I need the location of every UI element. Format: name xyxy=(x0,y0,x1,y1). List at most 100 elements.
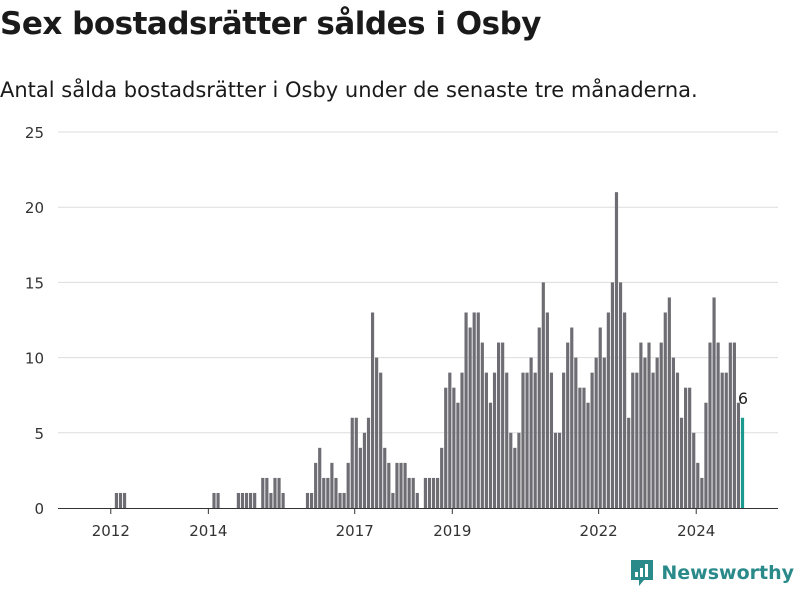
bar xyxy=(537,327,541,508)
chart-title: Sex bostadsrätter såldes i Osby xyxy=(0,6,542,42)
bar xyxy=(395,462,399,508)
bars xyxy=(114,192,745,508)
bar xyxy=(647,342,651,508)
bar xyxy=(732,342,736,508)
bar xyxy=(570,327,574,508)
bar xyxy=(403,462,407,508)
bar xyxy=(712,297,716,508)
bar xyxy=(244,492,249,508)
bar xyxy=(354,417,358,508)
bar xyxy=(716,342,720,508)
x-tick-label: 2024 xyxy=(677,522,715,540)
bar xyxy=(688,387,692,508)
bar xyxy=(679,417,684,508)
bar xyxy=(586,402,590,508)
bar xyxy=(249,492,253,508)
bar xyxy=(236,492,240,508)
bar xyxy=(700,477,704,508)
x-tick-label: 2017 xyxy=(336,522,374,540)
bar xyxy=(383,447,387,508)
bar xyxy=(253,492,257,508)
bar xyxy=(281,492,285,508)
bar xyxy=(375,357,379,508)
x-axis: 2012 2014 2017 2019 2022 2024 xyxy=(58,508,778,540)
bar xyxy=(342,492,346,508)
bar xyxy=(728,342,732,508)
x-tick-label: 2012 xyxy=(92,522,130,540)
bar xyxy=(326,477,330,508)
bar xyxy=(667,297,671,508)
bar xyxy=(509,432,513,508)
newsworthy-logo-icon xyxy=(631,560,654,586)
bar xyxy=(553,432,558,508)
bar xyxy=(598,327,602,508)
y-tick-label: 25 xyxy=(25,124,44,142)
bar xyxy=(427,477,432,508)
x-tick-label: 2022 xyxy=(580,522,618,540)
bar xyxy=(525,372,529,508)
bar xyxy=(464,312,468,508)
bar xyxy=(501,342,505,508)
bar xyxy=(505,372,509,508)
bar xyxy=(623,312,627,508)
x-tick-label: 2019 xyxy=(433,522,471,540)
y-tick-label: 20 xyxy=(25,199,44,217)
bar xyxy=(574,357,578,508)
bar xyxy=(379,372,383,508)
bar xyxy=(720,372,724,508)
y-axis-labels: 0 5 10 15 20 25 xyxy=(25,124,44,518)
bar xyxy=(590,372,594,508)
bar xyxy=(362,432,367,508)
bar xyxy=(529,357,533,508)
bar xyxy=(610,282,615,508)
bar xyxy=(122,492,127,508)
bar xyxy=(684,387,688,508)
bar xyxy=(696,462,700,508)
bar xyxy=(309,492,314,508)
bar xyxy=(578,387,582,508)
bar xyxy=(724,372,728,508)
bar xyxy=(240,492,245,508)
bar xyxy=(456,402,460,508)
bar xyxy=(314,462,318,508)
bar xyxy=(440,447,444,508)
bar xyxy=(736,402,741,508)
bar xyxy=(545,312,549,508)
bar xyxy=(659,342,663,508)
bar xyxy=(635,372,639,508)
bar xyxy=(497,342,501,508)
bar xyxy=(468,327,472,508)
bar xyxy=(708,342,712,508)
bar xyxy=(557,432,562,508)
bar xyxy=(594,357,598,508)
bar xyxy=(541,282,545,508)
bar xyxy=(269,492,273,508)
bar xyxy=(460,372,464,508)
bar xyxy=(480,342,484,508)
bar xyxy=(338,492,342,508)
bar xyxy=(261,477,265,508)
bar xyxy=(651,372,655,508)
bar xyxy=(366,417,371,508)
bar xyxy=(627,417,631,508)
bar xyxy=(330,462,334,508)
bar xyxy=(562,372,566,508)
y-tick-label: 0 xyxy=(34,500,44,518)
bar xyxy=(602,357,606,508)
bar xyxy=(452,387,456,508)
bar xyxy=(411,477,415,508)
bar xyxy=(114,492,119,508)
bar xyxy=(216,492,220,508)
bar xyxy=(521,372,525,508)
bar xyxy=(675,372,680,508)
bar xyxy=(663,312,667,508)
bar xyxy=(277,477,281,508)
chart-subtitle: Antal sålda bostadsrätter i Osby under d… xyxy=(0,78,698,102)
bar xyxy=(370,312,375,508)
bar xyxy=(415,492,419,508)
bar xyxy=(350,417,354,508)
bar xyxy=(448,372,452,508)
bar xyxy=(318,447,322,508)
bar xyxy=(566,342,570,508)
